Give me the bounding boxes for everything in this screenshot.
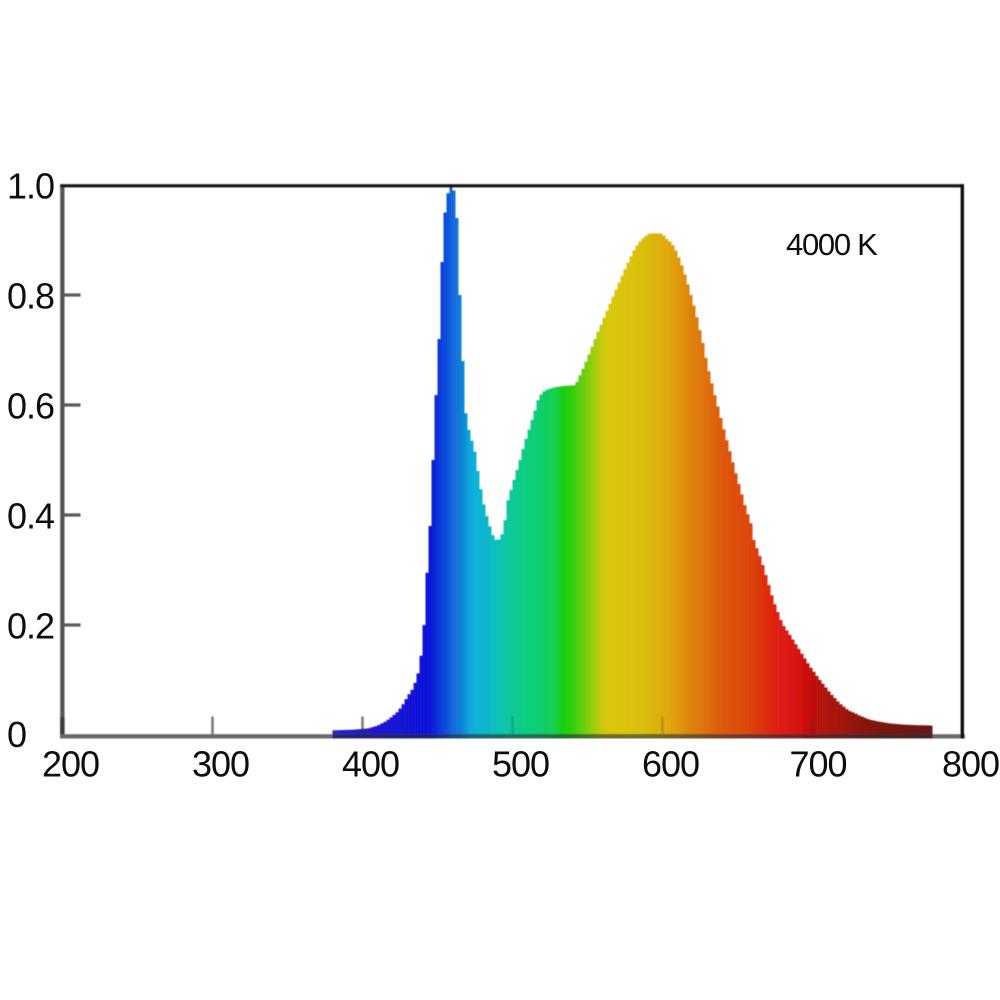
svg-text:0: 0: [7, 714, 26, 755]
svg-text:400: 400: [342, 744, 399, 785]
svg-text:800: 800: [942, 744, 999, 785]
svg-text:1.0: 1.0: [7, 166, 54, 207]
svg-text:0.2: 0.2: [7, 606, 54, 647]
svg-text:700: 700: [789, 744, 846, 785]
svg-text:0.8: 0.8: [7, 276, 54, 317]
svg-text:4000 K: 4000 K: [786, 227, 878, 262]
svg-text:600: 600: [642, 744, 699, 785]
svg-text:500: 500: [492, 744, 549, 785]
svg-text:0.6: 0.6: [7, 386, 54, 427]
svg-text:0.4: 0.4: [7, 496, 54, 537]
svg-text:200: 200: [42, 744, 99, 785]
svg-text:300: 300: [192, 744, 249, 785]
